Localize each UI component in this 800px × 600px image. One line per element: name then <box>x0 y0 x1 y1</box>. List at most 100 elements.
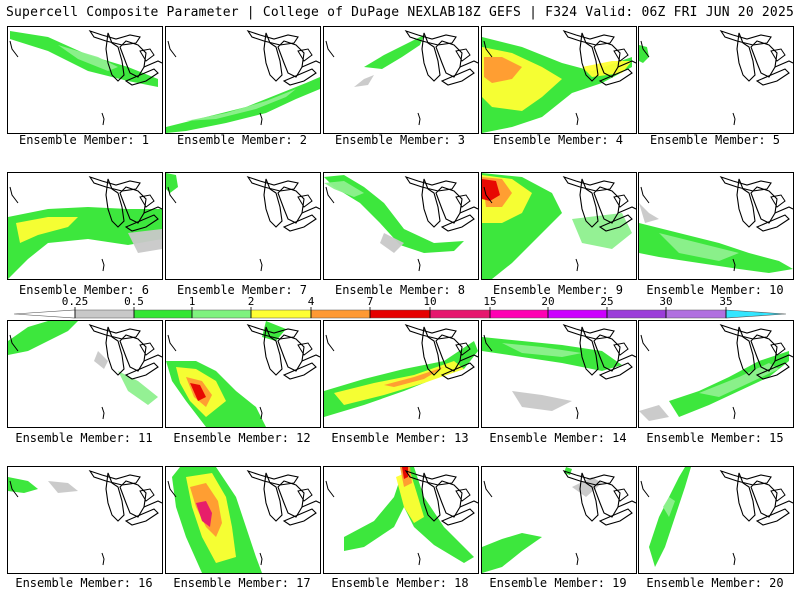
ensemble-member-label: Ensemble Member: 12 <box>173 431 311 445</box>
ensemble-member-label: Ensemble Member: 18 <box>331 576 469 590</box>
valid-time-title: 18Z GEFS | F324 Valid: 06Z FRI JUN 20 20… <box>456 5 794 20</box>
map-svg <box>166 29 320 133</box>
ensemble-member-map-20[interactable] <box>638 466 794 574</box>
scp-contour <box>196 501 212 527</box>
map-svg <box>482 29 636 133</box>
ensemble-member-map-7[interactable] <box>165 172 321 280</box>
colorbar-segment <box>191 309 252 319</box>
ensemble-member-label: Ensemble Member: 14 <box>489 431 627 445</box>
ensemble-member-map-5[interactable] <box>638 26 794 134</box>
map-svg <box>325 29 478 126</box>
ensemble-member-label: Ensemble Member: 4 <box>492 133 624 147</box>
ensemble-member-label: Ensemble Member: 19 <box>489 576 627 590</box>
scp-contour <box>572 213 632 249</box>
ensemble-member-label: Ensemble Member: 1 <box>18 133 150 147</box>
colorbar-segment <box>547 309 608 319</box>
ensemble-member-map-18[interactable] <box>323 466 479 574</box>
ensemble-member-map-10[interactable] <box>638 172 794 280</box>
ensemble-member-map-8[interactable] <box>323 172 479 280</box>
ensemble-member-label: Ensemble Member: 10 <box>646 283 784 297</box>
colorbar-segment <box>369 309 431 319</box>
colorbar-tick-label: 25 <box>600 295 614 308</box>
ensemble-member-map-12[interactable] <box>165 320 321 428</box>
colorbar-segment <box>310 309 371 319</box>
scp-contour <box>8 321 78 355</box>
map-svg <box>482 467 636 573</box>
map-svg <box>482 323 636 420</box>
ensemble-member-map-14[interactable] <box>481 320 637 428</box>
scp-contour <box>324 181 364 197</box>
colorbar-over-arrow <box>725 309 787 319</box>
ensemble-member-map-13[interactable] <box>323 320 479 428</box>
map-svg <box>8 321 162 420</box>
scp-contour <box>118 371 158 405</box>
ensemble-member-label: Ensemble Member: 9 <box>492 283 624 297</box>
map-svg <box>639 323 793 421</box>
map-svg <box>9 29 162 126</box>
ensemble-member-label: Ensemble Member: 3 <box>334 133 466 147</box>
scp-contour <box>380 233 404 253</box>
map-svg <box>639 29 793 126</box>
map-svg <box>325 467 478 566</box>
ensemble-member-map-16[interactable] <box>7 466 163 574</box>
page-title: Supercell Composite Parameter | College … <box>6 5 456 20</box>
colorbar-segment <box>489 309 549 319</box>
map-svg <box>166 173 320 272</box>
ensemble-member-label: Ensemble Member: 11 <box>15 431 153 445</box>
ensemble-member-label: Ensemble Member: 7 <box>176 283 308 297</box>
colorbar-tick-label: 7 <box>366 295 374 308</box>
ensemble-member-map-19[interactable] <box>481 466 637 574</box>
scp-contour <box>572 477 602 497</box>
map-svg <box>8 469 162 566</box>
ensemble-member-map-2[interactable] <box>165 26 321 134</box>
colorbar-segment <box>606 309 667 319</box>
map-svg <box>166 321 320 427</box>
map-svg <box>482 173 636 279</box>
map-svg <box>8 175 162 279</box>
scp-contour <box>659 233 739 261</box>
ensemble-member-map-1[interactable] <box>7 26 163 134</box>
colorbar <box>13 307 787 319</box>
ensemble-member-map-17[interactable] <box>165 466 321 574</box>
colorbar-tick-label: 15 <box>483 295 497 308</box>
colorbar-segment <box>665 309 727 319</box>
map-svg <box>639 175 793 273</box>
scp-contour <box>639 405 669 421</box>
scp-contour <box>699 363 779 397</box>
colorbar-tick-label: 0.5 <box>124 295 144 308</box>
colorbar-segment <box>74 309 135 319</box>
map-svg <box>167 467 320 573</box>
colorbar-tick-label: 1 <box>188 295 196 308</box>
ensemble-member-map-3[interactable] <box>323 26 479 134</box>
scp-contour <box>502 343 582 357</box>
scp-contour <box>402 467 408 479</box>
scp-contour <box>94 351 108 369</box>
map-svg <box>324 323 478 420</box>
map-svg <box>324 175 478 272</box>
ensemble-member-label: Ensemble Member: 2 <box>176 133 308 147</box>
colorbar-tick-label: 4 <box>307 295 315 308</box>
ensemble-member-label: Ensemble Member: 20 <box>646 576 784 590</box>
ensemble-member-label: Ensemble Member: 6 <box>18 283 150 297</box>
ensemble-member-label: Ensemble Member: 13 <box>331 431 469 445</box>
scp-contour <box>48 481 78 493</box>
colorbar-tick-label: 30 <box>659 295 673 308</box>
ensemble-member-map-4[interactable] <box>481 26 637 134</box>
ensemble-member-label: Ensemble Member: 8 <box>334 283 466 297</box>
scp-contour <box>482 533 542 573</box>
ensemble-member-map-15[interactable] <box>638 320 794 428</box>
scp-contour <box>364 35 424 69</box>
ensemble-member-map-11[interactable] <box>7 320 163 428</box>
scp-contour <box>663 497 675 517</box>
ensemble-member-map-6[interactable] <box>7 172 163 280</box>
ensemble-member-label: Ensemble Member: 17 <box>173 576 311 590</box>
scp-contour <box>166 173 178 193</box>
ensemble-member-label: Ensemble Member: 15 <box>646 431 784 445</box>
scp-contour <box>484 57 522 83</box>
colorbar-tick-label: 0.25 <box>61 295 89 308</box>
scp-contour <box>58 45 118 71</box>
scp-contour <box>396 471 424 523</box>
colorbar-tick-label: 10 <box>423 295 437 308</box>
scp-contour <box>128 229 162 253</box>
ensemble-member-map-9[interactable] <box>481 172 637 280</box>
